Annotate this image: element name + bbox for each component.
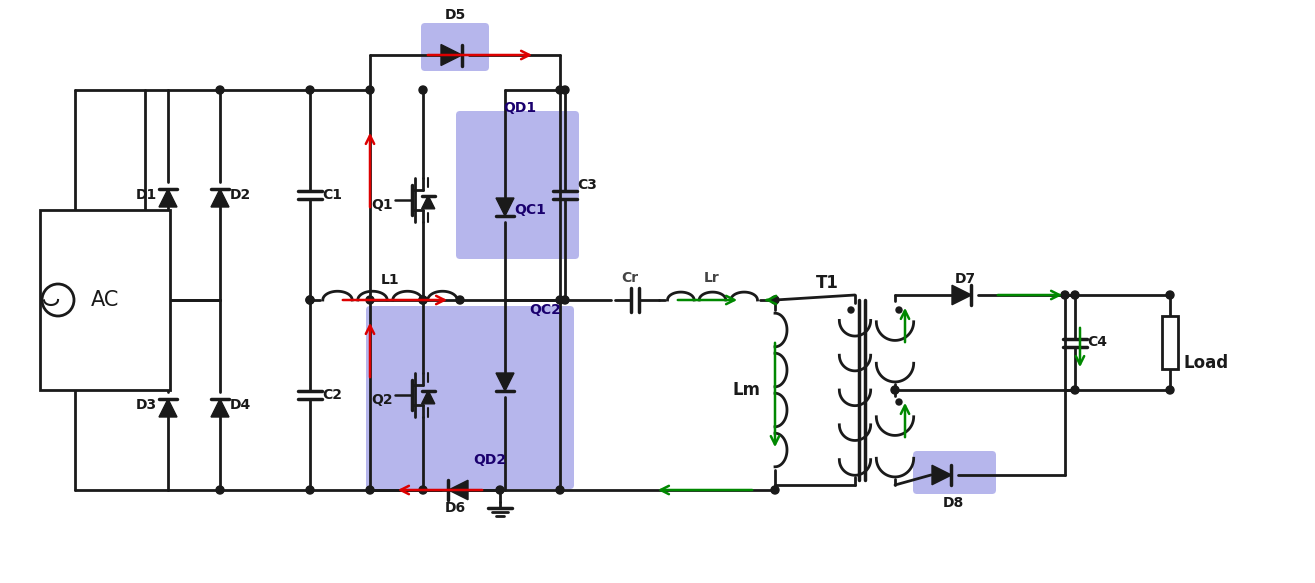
Circle shape (306, 86, 314, 94)
FancyBboxPatch shape (366, 306, 575, 489)
Text: Lr: Lr (704, 271, 719, 285)
Text: QD2: QD2 (473, 453, 506, 467)
Polygon shape (422, 196, 435, 209)
Text: QD1: QD1 (504, 101, 537, 115)
Circle shape (556, 86, 564, 94)
Polygon shape (496, 373, 514, 391)
Text: D3: D3 (135, 398, 156, 412)
Circle shape (1166, 386, 1174, 394)
Circle shape (419, 296, 427, 304)
Text: Q1: Q1 (371, 198, 393, 212)
Text: QC2: QC2 (529, 303, 562, 317)
FancyBboxPatch shape (421, 23, 489, 71)
Circle shape (1166, 291, 1174, 299)
Text: C3: C3 (577, 178, 597, 192)
Circle shape (892, 386, 899, 394)
Text: D6: D6 (444, 501, 466, 515)
Text: D1: D1 (135, 188, 156, 202)
Circle shape (896, 307, 902, 313)
Circle shape (1070, 291, 1080, 299)
Circle shape (556, 486, 564, 494)
Polygon shape (159, 399, 178, 417)
Circle shape (366, 486, 373, 494)
Text: L1: L1 (380, 273, 400, 287)
Text: D4: D4 (229, 398, 251, 412)
Polygon shape (952, 285, 972, 305)
Circle shape (848, 307, 853, 313)
Polygon shape (210, 189, 229, 207)
FancyBboxPatch shape (456, 111, 579, 259)
Text: AC: AC (91, 290, 120, 310)
Circle shape (306, 296, 314, 304)
Text: Cr: Cr (622, 271, 639, 285)
Text: D8: D8 (943, 496, 964, 510)
Circle shape (562, 86, 569, 94)
Circle shape (1070, 386, 1080, 394)
Polygon shape (441, 44, 462, 65)
Polygon shape (448, 480, 468, 500)
Circle shape (556, 296, 564, 304)
Text: Q2: Q2 (371, 393, 393, 407)
Text: Lm: Lm (732, 381, 761, 399)
Circle shape (419, 86, 427, 94)
Text: C2: C2 (322, 388, 342, 402)
Polygon shape (932, 465, 952, 484)
Text: QC1: QC1 (514, 203, 546, 217)
Circle shape (216, 86, 224, 94)
Polygon shape (210, 399, 229, 417)
FancyBboxPatch shape (913, 451, 995, 494)
Circle shape (562, 296, 569, 304)
Circle shape (419, 486, 427, 494)
Text: T1: T1 (815, 274, 839, 292)
Circle shape (771, 486, 778, 494)
Circle shape (366, 86, 373, 94)
Polygon shape (422, 391, 435, 404)
Bar (1162, 317, 1178, 368)
Text: D7: D7 (955, 272, 976, 286)
Circle shape (306, 486, 314, 494)
Text: D5: D5 (444, 8, 466, 22)
Text: C4: C4 (1088, 335, 1107, 349)
Text: D2: D2 (229, 188, 251, 202)
Bar (39, 210, 170, 390)
Circle shape (496, 486, 504, 494)
Circle shape (216, 486, 224, 494)
Circle shape (42, 284, 74, 316)
Circle shape (771, 296, 778, 304)
Circle shape (306, 296, 314, 304)
Circle shape (419, 296, 427, 304)
Circle shape (1061, 291, 1069, 299)
Text: Load: Load (1184, 353, 1228, 371)
Polygon shape (496, 198, 514, 216)
Text: C1: C1 (322, 188, 342, 202)
Circle shape (896, 399, 902, 405)
Polygon shape (159, 189, 178, 207)
Circle shape (456, 296, 464, 304)
Circle shape (366, 296, 373, 304)
